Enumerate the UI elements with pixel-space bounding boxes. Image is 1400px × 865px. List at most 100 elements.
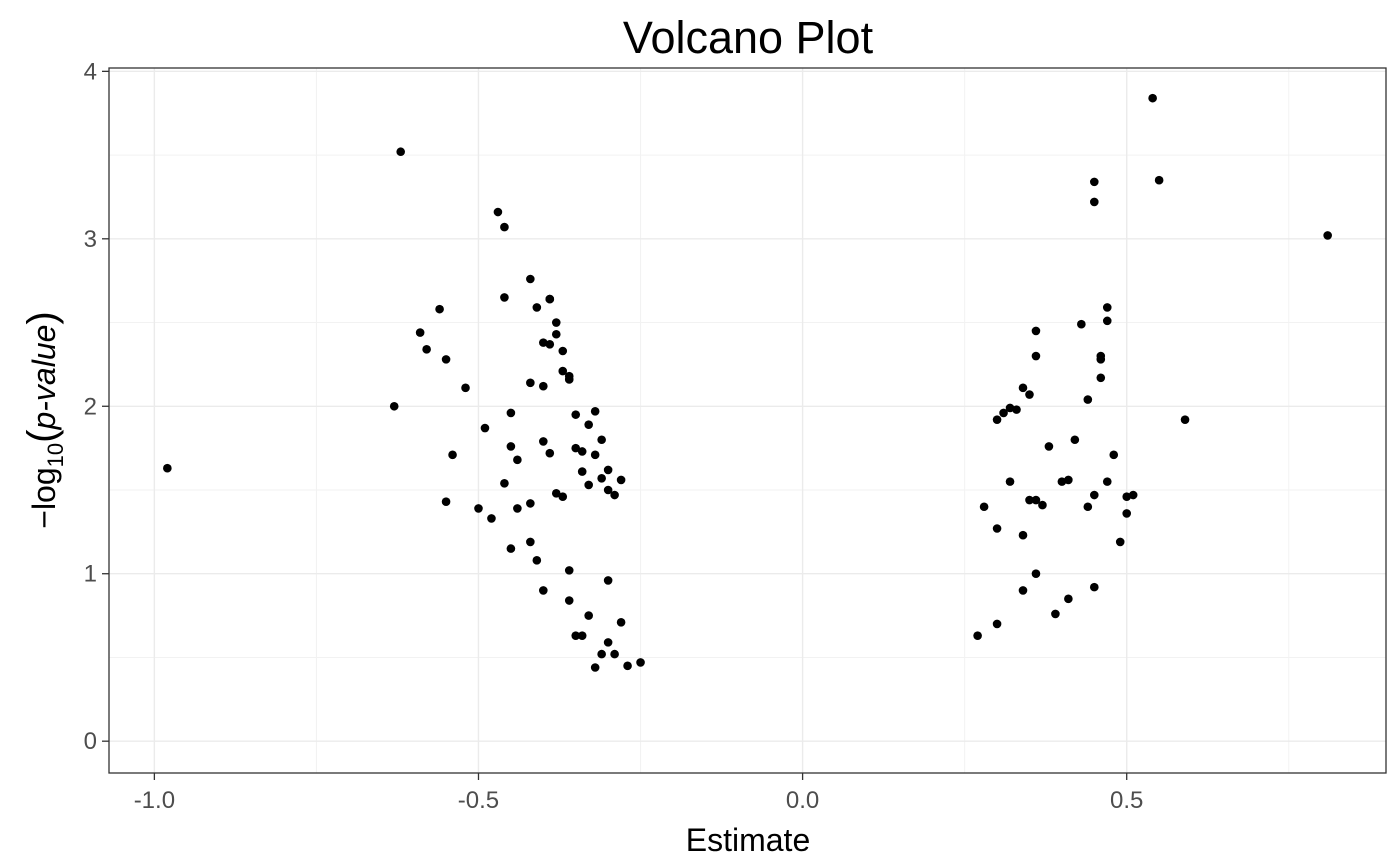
y-axis-title-variable: p-value: [26, 325, 62, 431]
data-point: [1018, 383, 1028, 393]
data-point: [545, 294, 555, 304]
data-point: [500, 293, 509, 302]
x-tick-label: -1.0: [134, 787, 175, 814]
data-point: [461, 383, 470, 393]
data-point: [493, 207, 503, 217]
data-point: [1031, 495, 1041, 505]
x-axis-ticks: -1.0 -0.5 0.0 0.5: [134, 773, 1143, 814]
data-point: [389, 401, 399, 411]
y-axis-title-prefix: −log: [26, 467, 62, 528]
data-point: [396, 147, 406, 157]
data-point: [1089, 197, 1099, 207]
data-point: [603, 485, 613, 495]
x-tick-label: -0.5: [458, 787, 499, 814]
data-point: [1148, 93, 1157, 103]
data-point: [571, 443, 581, 453]
data-point: [1323, 231, 1332, 240]
chart-title: Volcano Plot: [623, 12, 874, 63]
data-point: [603, 465, 613, 475]
data-point: [500, 478, 509, 488]
data-point: [1096, 355, 1106, 364]
data-point: [448, 450, 457, 460]
data-point: [590, 450, 600, 460]
data-point: [1122, 492, 1132, 501]
data-point: [506, 442, 516, 451]
y-axis-title-close-paren: ): [20, 311, 64, 324]
data-point: [636, 658, 645, 667]
y-tick-label: 0: [84, 728, 97, 755]
data-point: [616, 475, 626, 485]
data-point: [1102, 477, 1112, 486]
y-tick-label: 2: [84, 393, 97, 420]
data-point: [506, 408, 516, 418]
data-point: [979, 502, 989, 512]
plot-background: [109, 68, 1386, 773]
data-point: [1005, 477, 1015, 486]
data-point: [1128, 490, 1138, 500]
y-axis-title: −log10(p-value): [20, 311, 68, 528]
data-point: [539, 437, 548, 446]
data-point: [551, 329, 561, 339]
data-point: [1025, 495, 1034, 505]
data-point: [584, 611, 593, 620]
data-point: [513, 504, 522, 513]
data-point: [1089, 582, 1099, 592]
data-point: [526, 537, 535, 547]
data-point: [571, 410, 581, 419]
y-tick-label: 4: [84, 58, 97, 85]
data-point: [973, 631, 982, 640]
data-point: [1025, 390, 1034, 399]
data-point: [1064, 594, 1073, 604]
data-point: [506, 544, 516, 553]
plot-panel-border: [108, 67, 1387, 774]
data-point: [1096, 373, 1106, 383]
data-point: [1115, 537, 1125, 547]
data-point: [1083, 395, 1093, 404]
data-point: [415, 328, 425, 337]
data-point: [532, 556, 542, 565]
y-axis-title-subscript: 10: [43, 443, 68, 467]
data-point: [1018, 530, 1028, 540]
data-point: [545, 340, 555, 349]
y-axis-ticks: 0 1 2 3 4: [84, 58, 109, 755]
data-point: [1070, 435, 1080, 445]
data-point: [526, 499, 535, 508]
data-point: [1077, 319, 1086, 329]
y-axis-title-open-paren: (: [20, 429, 64, 443]
data-point: [623, 661, 632, 671]
data-point: [577, 467, 587, 476]
data-point: [1089, 177, 1099, 187]
data-point: [1005, 403, 1015, 413]
data-point: [1031, 569, 1041, 579]
data-point: [564, 596, 574, 605]
data-point: [1031, 326, 1041, 336]
data-point: [603, 576, 613, 585]
x-axis-title: Estimate: [686, 822, 810, 858]
data-point: [603, 638, 613, 647]
data-point: [1180, 415, 1190, 424]
x-tick-label: 0.5: [1110, 787, 1143, 814]
data-points: [163, 93, 1332, 672]
data-point: [545, 448, 555, 458]
data-point: [539, 338, 548, 347]
data-point: [513, 455, 522, 465]
data-point: [474, 504, 483, 513]
data-point: [558, 346, 568, 356]
data-point: [1051, 609, 1060, 619]
data-point: [558, 366, 568, 376]
data-point: [571, 631, 581, 640]
data-point: [597, 435, 606, 445]
data-point: [597, 473, 606, 483]
data-point: [992, 415, 1002, 424]
data-point: [1064, 475, 1073, 485]
data-point: [1038, 500, 1047, 510]
data-point: [564, 566, 574, 575]
data-point: [577, 447, 587, 456]
data-point: [163, 463, 172, 473]
data-point: [526, 378, 535, 388]
data-point: [422, 345, 431, 354]
data-point: [577, 631, 587, 640]
data-point: [539, 586, 548, 595]
data-point: [441, 355, 451, 364]
